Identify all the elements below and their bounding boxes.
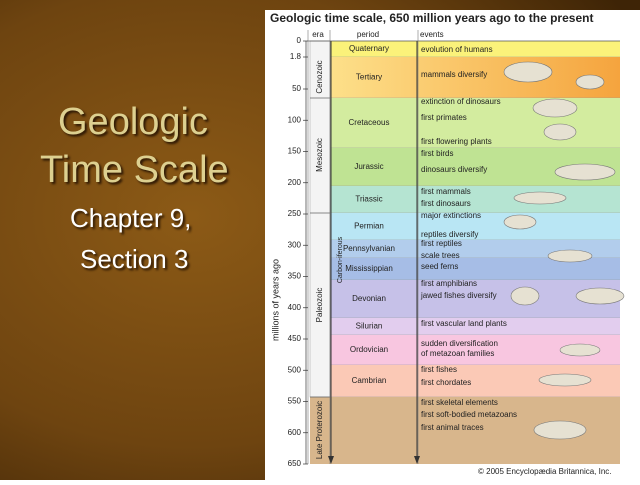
event-label: sudden diversification [421, 339, 498, 348]
tick-label: 600 [288, 428, 302, 437]
slide-subtitle: Section 3 [80, 244, 188, 274]
period-label: Pennsylvanian [343, 244, 395, 253]
period-band [330, 240, 620, 258]
period-band [330, 280, 620, 318]
illustration [533, 420, 587, 440]
event-label: first amphibians [421, 279, 477, 288]
tick-label: 100 [288, 115, 302, 124]
arrow-head [414, 456, 420, 464]
tick-label: 0 [297, 36, 302, 45]
era-label: Cenozoic [315, 60, 324, 93]
event-label: scale trees [421, 251, 460, 260]
event-label: mammals diversify [421, 70, 487, 79]
tick-label: 500 [288, 365, 302, 374]
slide-subtitle: Chapter 9, [70, 203, 191, 233]
column-header: period [357, 30, 379, 39]
illustration [503, 214, 537, 230]
event-label: first fishes [421, 365, 457, 374]
tick-label: 450 [288, 334, 302, 343]
period-label: Permian [354, 222, 384, 231]
period-label: Cambrian [352, 376, 387, 385]
credit: © 2005 Encyclopædia Britannica, Inc. [478, 467, 612, 476]
event-label: first soft-bodied metazoans [421, 410, 517, 419]
illustration [503, 61, 553, 83]
illustration [513, 191, 567, 205]
event-label: first dinosaurs [421, 199, 471, 208]
illustration [575, 74, 605, 90]
tick-label: 150 [288, 147, 302, 156]
period-band [330, 213, 620, 240]
slide-title: Time Scale [40, 149, 229, 191]
era-label: Paleozoic [315, 288, 324, 323]
era-label: Carbon-iferous [337, 236, 344, 283]
period-band [330, 41, 620, 57]
event-label: dinosaurs diversify [421, 165, 487, 174]
event-label: first chordates [421, 378, 471, 387]
period-band [330, 318, 620, 335]
period-label: Silurian [356, 322, 383, 331]
event-label: jawed fishes diversify [420, 291, 497, 300]
tick-label: 200 [288, 178, 302, 187]
tick-label: 550 [288, 397, 302, 406]
event-label: first animal traces [421, 423, 484, 432]
tick-label: 50 [292, 84, 301, 93]
illustration [547, 249, 593, 263]
period-label: Triassic [355, 195, 382, 204]
column-header: events [420, 30, 444, 39]
event-label: extinction of dinosaurs [421, 97, 501, 106]
period-label: Tertiary [356, 73, 382, 82]
tick-label: 1.8 [290, 52, 302, 61]
tick-label: 250 [288, 209, 302, 218]
event-label: first flowering plants [421, 137, 492, 146]
era-label: Late Proterozoic [315, 401, 324, 459]
tick-label: 650 [288, 459, 302, 468]
era-label: Mesozoic [315, 138, 324, 172]
tick-label: 350 [288, 272, 302, 281]
period-band [330, 258, 620, 280]
event-label: first primates [421, 113, 467, 122]
period-band [330, 57, 620, 98]
event-label: evolution of humans [421, 45, 493, 54]
illustration [543, 123, 577, 141]
period-label: Jurassic [354, 162, 383, 171]
event-label: first vascular land plants [421, 319, 507, 328]
event-label: first mammals [421, 187, 471, 196]
period-label: Cretaceous [349, 118, 390, 127]
illustration [538, 373, 592, 387]
time-scale: Quaternary Tertiary Cretaceous Jurassic Tria… [288, 30, 625, 468]
column-header: era [312, 30, 324, 39]
period-label: Devonian [352, 294, 386, 303]
period-band [330, 186, 620, 213]
event-label: reptiles diversify [421, 230, 478, 239]
axis-label: millions of years ago [270, 259, 280, 341]
arrow-head [328, 456, 334, 464]
illustration [554, 163, 616, 181]
figure-title: Geologic time scale, 650 million years a… [270, 11, 593, 25]
event-label: major extinctions [421, 211, 481, 220]
period-label: Quaternary [349, 44, 389, 53]
event-label: first birds [421, 149, 453, 158]
period-label: Mississippian [345, 264, 393, 273]
tick-label: 300 [288, 240, 302, 249]
tick-label: 400 [288, 303, 302, 312]
illustration [510, 286, 540, 306]
event-label: seed ferns [421, 262, 458, 271]
event-label: of metazoan families [421, 349, 494, 358]
period-label: Ordovician [350, 345, 388, 354]
event-label: first skeletal elements [421, 398, 498, 407]
slide-title: Geologic [58, 101, 208, 143]
illustration [575, 287, 625, 305]
event-label: first reptiles [421, 239, 462, 248]
illustration [532, 98, 578, 118]
illustration [559, 343, 601, 357]
